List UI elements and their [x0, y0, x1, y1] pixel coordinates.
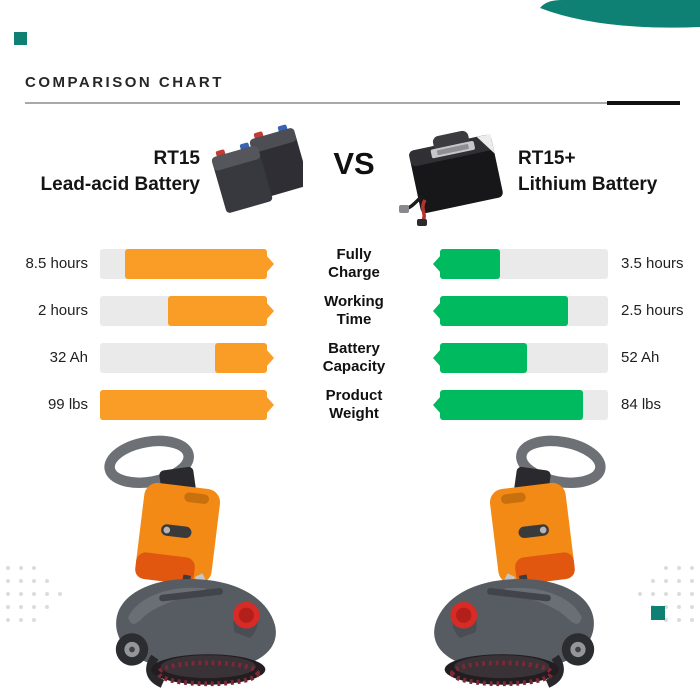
- bar-arrow-tip: [266, 348, 274, 367]
- dots-pattern-right: [638, 566, 694, 622]
- left-product-model: RT15: [153, 148, 200, 169]
- right-product-name: Lithium Battery: [518, 173, 658, 195]
- lithium-bar-fill: [433, 295, 568, 326]
- orange-tank: [489, 482, 575, 584]
- teal-square-decoration-bottom-right: [651, 606, 665, 620]
- lithium-bar-track: [433, 295, 608, 326]
- title-underline: [25, 101, 680, 105]
- lithium-bar-fill: [433, 248, 501, 279]
- wheel: [561, 633, 595, 666]
- bar-arrow-tip: [266, 301, 274, 320]
- lithium-battery-image: [399, 130, 503, 226]
- title-underline-gray: [25, 102, 680, 104]
- orange-tank: [135, 482, 221, 584]
- machine-body: [434, 579, 594, 671]
- battery-front: [211, 142, 273, 213]
- dots-pattern-left: [6, 566, 62, 622]
- comparison-chart: 8.5 hours Fully Charge 3.5 hours 2 hours: [0, 240, 700, 428]
- bar-arrow-tip: [433, 395, 441, 414]
- brush-deck: [151, 654, 266, 687]
- comparison-row-working-time: 2 hours Working Time 2.5 hours: [0, 287, 700, 334]
- bar-arrow-tip: [266, 395, 274, 414]
- brush-deck: [444, 654, 559, 687]
- lead-acid-bar-track: [100, 295, 274, 326]
- squeegee-arm: [146, 654, 165, 688]
- squeegee-arm: [545, 654, 564, 688]
- lithium-bar-track: [433, 342, 608, 373]
- lithium-value: 84 lbs: [621, 396, 662, 413]
- lithium-value: 52 Ah: [621, 349, 660, 366]
- comparison-row-battery-capacity: 32 Ah Battery Capacity 52 Ah: [0, 334, 700, 381]
- bar-arrow-tip: [433, 301, 441, 320]
- vs-label: VS: [333, 146, 375, 181]
- title-underline-black: [607, 101, 680, 105]
- left-product-name: Lead-acid Battery: [40, 173, 200, 195]
- lead-acid-bar-track: [100, 342, 274, 373]
- lithium-bar-fill: [433, 389, 583, 420]
- page-title: COMPARISON CHART: [25, 74, 224, 91]
- lead-acid-bar-fill: [168, 295, 274, 326]
- left-product-title: RT15 Lead-acid Battery: [20, 146, 200, 197]
- machine-body: [116, 579, 276, 671]
- metric-label: Product Weight: [325, 386, 383, 422]
- lead-acid-battery-image: [211, 124, 303, 213]
- floor-scrubber-image-left: [104, 435, 276, 688]
- lead-acid-bar-fill: [100, 389, 274, 420]
- floor-scrubber-image-right: [434, 435, 606, 688]
- lithium-value: 3.5 hours: [621, 255, 684, 272]
- comparison-row-fully-charge: 8.5 hours Fully Charge 3.5 hours: [0, 240, 700, 287]
- lithium-bar-fill: [433, 342, 528, 373]
- lead-acid-bar-track: [100, 389, 274, 420]
- lead-acid-bar-track: [100, 248, 274, 279]
- metric-label: Fully Charge: [328, 245, 380, 281]
- metric-label: Working Time: [324, 292, 384, 328]
- lithium-value: 2.5 hours: [621, 302, 684, 319]
- lead-acid-value: 8.5 hours: [25, 255, 88, 272]
- bar-arrow-tip: [433, 348, 441, 367]
- bar-arrow-tip: [266, 254, 274, 273]
- teal-swoosh-decoration: [540, 0, 700, 28]
- lead-acid-bar-fill: [215, 342, 274, 373]
- right-product-model: RT15+: [518, 148, 576, 169]
- lead-acid-value: 32 Ah: [49, 349, 88, 366]
- comparison-row-product-weight: 99 lbs Product Weight 84 lbs: [0, 381, 700, 428]
- lithium-bar-track: [433, 248, 608, 279]
- right-product-title: RT15+ Lithium Battery: [518, 146, 693, 197]
- bar-arrow-tip: [433, 254, 441, 273]
- lead-acid-bar-fill: [125, 248, 274, 279]
- lead-acid-value: 2 hours: [37, 302, 88, 319]
- teal-square-decoration-top-left: [14, 32, 27, 45]
- lead-acid-value: 99 lbs: [47, 396, 88, 413]
- wheel: [115, 633, 149, 666]
- lithium-bar-track: [433, 389, 608, 420]
- metric-label: Battery Capacity: [322, 339, 386, 375]
